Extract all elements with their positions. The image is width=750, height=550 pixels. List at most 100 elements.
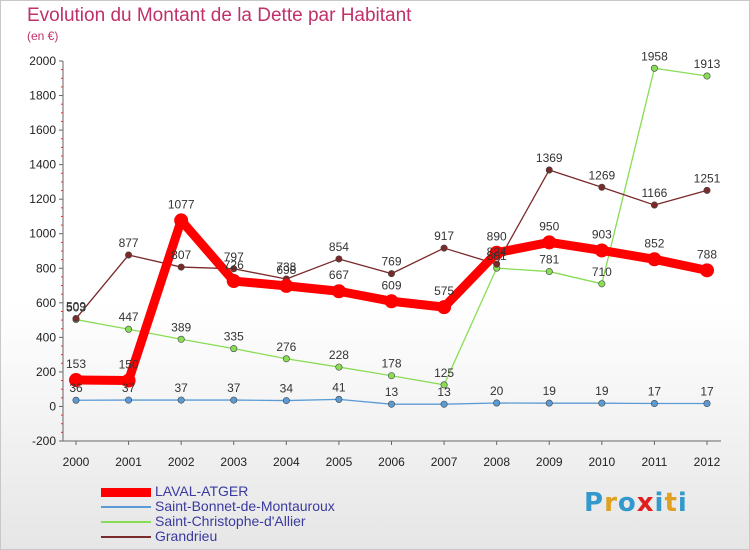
- data-label: 917: [434, 229, 454, 243]
- legend-label: Grandrieu: [155, 528, 218, 544]
- series-2: [72, 64, 711, 389]
- data-label: 575: [434, 284, 454, 298]
- data-label: 698: [276, 263, 296, 277]
- proxiti-logo: Proxiti: [584, 488, 688, 518]
- logo-letter: r: [604, 488, 618, 518]
- data-point: [647, 252, 662, 267]
- data-point: [384, 294, 399, 309]
- data-label: 854: [329, 240, 349, 254]
- data-label: 903: [592, 227, 612, 241]
- data-point: [387, 400, 395, 408]
- data-label: 150: [119, 358, 139, 372]
- data-label: 37: [174, 381, 188, 395]
- logo-letter: o: [617, 488, 637, 518]
- logo-letter: t: [664, 488, 678, 518]
- series-0: [69, 213, 714, 388]
- data-label: 609: [381, 278, 401, 292]
- data-label: 1958: [641, 49, 668, 63]
- y-tick-label: 0: [49, 399, 56, 413]
- data-label: 37: [122, 381, 136, 395]
- data-point: [72, 315, 80, 323]
- data-label: 797: [224, 250, 244, 264]
- data-label: 1251: [694, 171, 721, 185]
- data-point: [282, 355, 290, 363]
- x-tick-label: 2010: [588, 455, 615, 469]
- data-point: [177, 335, 185, 343]
- data-label: 125: [434, 366, 454, 380]
- data-point: [226, 274, 241, 289]
- data-label: 19: [595, 384, 609, 398]
- legend-swatch: [101, 487, 151, 497]
- data-point: [545, 166, 553, 174]
- data-point: [598, 399, 606, 407]
- data-point: [387, 372, 395, 380]
- y-tick-label: 1400: [29, 158, 56, 172]
- data-label: 726: [224, 258, 244, 272]
- x-tick-label: 2008: [483, 455, 510, 469]
- data-label: 738: [276, 260, 296, 274]
- legend-label: Saint-Christophe-d'Allier: [155, 513, 306, 529]
- y-tick-label: 400: [36, 330, 56, 344]
- data-point: [72, 396, 80, 404]
- data-point: [335, 363, 343, 371]
- data-label: 1269: [588, 168, 615, 182]
- data-point: [282, 397, 290, 405]
- legend-swatch: [101, 506, 151, 508]
- x-tick-label: 2005: [326, 455, 353, 469]
- data-point: [177, 263, 185, 271]
- data-label: 228: [329, 348, 349, 362]
- data-point: [542, 235, 557, 250]
- data-point: [121, 373, 136, 388]
- data-label: 276: [276, 340, 296, 354]
- data-point: [125, 251, 133, 259]
- x-tick-label: 2007: [431, 455, 458, 469]
- data-point: [440, 381, 448, 389]
- data-label: 36: [69, 381, 83, 395]
- x-tick-label: 2006: [378, 455, 405, 469]
- legend-swatch: [101, 521, 151, 523]
- data-point: [437, 300, 452, 315]
- data-point: [387, 270, 395, 278]
- data-point: [230, 396, 238, 404]
- data-label: 788: [697, 247, 717, 261]
- logo-letter: i: [654, 488, 665, 518]
- y-tick-label: 1000: [29, 227, 56, 241]
- y-tick-label: 600: [36, 296, 56, 310]
- data-point: [279, 278, 294, 293]
- data-label: 950: [539, 219, 559, 233]
- data-label: 13: [437, 385, 451, 399]
- data-point: [545, 268, 553, 276]
- y-tick-label: 2000: [29, 54, 56, 68]
- data-point: [493, 260, 501, 268]
- data-label: 781: [539, 253, 559, 267]
- data-point: [125, 396, 133, 404]
- data-point: [594, 243, 609, 258]
- y-tick-label: 800: [36, 261, 56, 275]
- data-label: 13: [385, 385, 399, 399]
- data-label: 824: [487, 245, 507, 259]
- data-point: [703, 186, 711, 194]
- data-label: 1369: [536, 151, 563, 165]
- data-label: 1166: [642, 186, 668, 200]
- data-point: [489, 245, 504, 260]
- data-point: [177, 396, 185, 404]
- data-label: 41: [332, 380, 346, 394]
- data-point: [700, 263, 714, 278]
- logo-letter: P: [584, 488, 605, 518]
- data-label: 178: [381, 357, 401, 371]
- x-tick-label: 2012: [694, 455, 721, 469]
- data-point: [493, 399, 501, 407]
- data-label: 335: [224, 330, 244, 344]
- x-tick-label: 2000: [63, 455, 90, 469]
- data-point: [650, 201, 658, 209]
- chart-unit: (en €): [27, 29, 59, 43]
- series-1: [72, 395, 711, 408]
- logo-letter: i: [677, 488, 688, 518]
- data-point: [230, 345, 238, 353]
- legend-label: Saint-Bonnet-de-Montauroux: [155, 498, 335, 514]
- legend-label: LAVAL-ATGER: [155, 483, 249, 499]
- data-label: 1913: [694, 57, 721, 71]
- y-tick-label: 1200: [29, 192, 56, 206]
- series-3: [72, 166, 711, 323]
